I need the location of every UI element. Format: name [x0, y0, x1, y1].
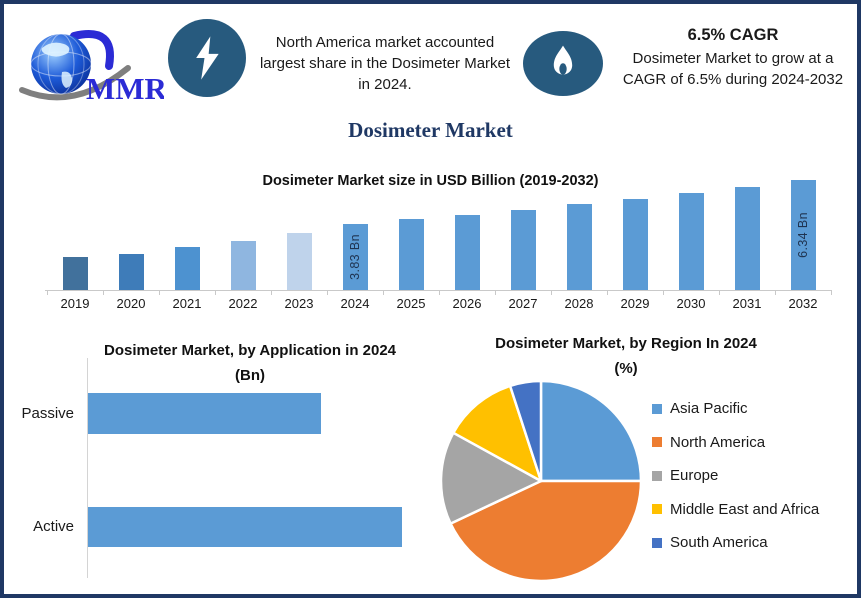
- size-chart-x-axis: [45, 290, 832, 291]
- bar-2029: [622, 199, 648, 290]
- bar-2019: [62, 257, 88, 290]
- pie-slice-middle-east-and-africa: [452, 384, 543, 483]
- size-chart-title: Dosimeter Market size in USD Billion (20…: [262, 173, 599, 189]
- axis-tick: [47, 290, 48, 295]
- region-chart-title: Dosimeter Market, by Region In 2024 (%): [432, 331, 820, 381]
- bar-active: [88, 507, 402, 547]
- year-label: 2032: [788, 296, 818, 311]
- year-label: 2025: [396, 296, 426, 311]
- bar-2023: [286, 233, 312, 290]
- bar-2031: [734, 187, 760, 290]
- region-chart-title-line2: (%): [614, 360, 638, 377]
- axis-tick: [327, 290, 328, 295]
- bar-2027: [510, 210, 536, 290]
- axis-tick: [775, 290, 776, 295]
- bar-2022: [230, 241, 256, 290]
- legend-item: Europe: [652, 465, 819, 486]
- year-label: 2028: [564, 296, 594, 311]
- size-chart-ticks: [4, 290, 857, 296]
- bar-2028: [566, 204, 592, 290]
- pie-slice-north-america: [449, 479, 643, 583]
- year-label: 2029: [620, 296, 650, 311]
- legend-label: South America: [670, 534, 768, 551]
- year-label: 2022: [228, 296, 258, 311]
- legend-label: Asia Pacific: [670, 400, 748, 417]
- legend-item: Middle East and Africa: [652, 499, 819, 520]
- cagr-headline: 6.5% CAGR: [687, 26, 779, 44]
- legend-item: Asia Pacific: [652, 398, 819, 419]
- region-legend: Asia Pacific North America Europe Middle Ea…: [652, 398, 819, 553]
- region-pie-chart: [439, 379, 643, 583]
- axis-tick: [271, 290, 272, 295]
- application-chart-title-line2: (Bn): [235, 367, 265, 384]
- year-label: 2020: [116, 296, 146, 311]
- axis-tick: [831, 290, 832, 295]
- bar-2026: [454, 215, 480, 290]
- year-label: 2024: [340, 296, 370, 311]
- axis-tick: [551, 290, 552, 295]
- pie-slice-south-america: [508, 379, 543, 483]
- pie-slice-europe: [439, 431, 543, 525]
- category-label-passive: Passive: [21, 404, 74, 422]
- axis-tick: [439, 290, 440, 295]
- legend-marker: [652, 403, 662, 414]
- year-label: 2019: [60, 296, 90, 311]
- logo-text: MMR: [86, 71, 164, 104]
- legend-label: Europe: [670, 467, 719, 484]
- axis-tick: [663, 290, 664, 295]
- bar-2021: [174, 247, 200, 290]
- bar-passive: [88, 393, 321, 434]
- bar-value-label: 6.34 Bn: [796, 212, 810, 258]
- bar-2030: [678, 193, 704, 290]
- bar-2025: [398, 219, 424, 290]
- axis-tick: [719, 290, 720, 295]
- legend-label: North America: [670, 433, 766, 451]
- legend-item: South America: [652, 532, 819, 553]
- legend-marker: [652, 470, 662, 481]
- axis-tick: [159, 290, 160, 295]
- year-label: 2023: [284, 296, 314, 311]
- axis-tick: [495, 290, 496, 295]
- lightning-bolt-icon: [168, 19, 246, 97]
- application-chart-axis: [87, 358, 88, 578]
- axis-tick: [383, 290, 384, 295]
- axis-tick: [103, 290, 104, 295]
- region-chart-title-line1: Dosimeter Market, by Region In 2024: [495, 335, 757, 352]
- mmr-logo: MMR: [12, 10, 168, 106]
- bar-value-label: 3.83 Bn: [348, 234, 362, 280]
- axis-tick: [215, 290, 216, 295]
- category-label-active: Active: [33, 518, 74, 535]
- legend-label: Middle East and Africa: [670, 500, 820, 518]
- legend-marker: [652, 504, 662, 514]
- size-chart-year-labels: 2019 2020 2021 2022 2023 2024 2025 2026 2027 2028…: [4, 296, 857, 312]
- bar-2032: 6.34 Bn: [790, 180, 816, 290]
- cagr-note: Dosimeter Market to grow at a CAGR of 6.…: [622, 50, 844, 88]
- year-label: 2027: [508, 296, 538, 311]
- globe-logo-icon: MMR: [19, 30, 168, 106]
- year-label: 2031: [732, 296, 762, 311]
- axis-tick: [607, 290, 608, 295]
- application-chart-title: Dosimeter Market, by Application in 2024…: [30, 338, 470, 388]
- legend-item: North America: [652, 432, 819, 453]
- bar-2024: 3.83 Bn: [342, 224, 368, 290]
- bar-2020: [118, 254, 144, 290]
- year-label: 2021: [172, 296, 202, 311]
- application-chart-title-line1: Dosimeter Market, by Application in 2024: [103, 342, 397, 359]
- header-note: North America market accounted largest s…: [259, 34, 511, 93]
- legend-marker: [652, 437, 662, 447]
- flame-icon: [523, 31, 603, 96]
- pie-slice-asia-pacific: [539, 379, 643, 483]
- year-label: 2026: [452, 296, 482, 311]
- year-label: 2030: [676, 296, 706, 311]
- page-title: Dosimeter Market: [348, 118, 513, 142]
- legend-marker: [652, 537, 662, 548]
- cagr-block: 6.5% CAGR Dosimeter Market to grow at a …: [610, 26, 856, 90]
- size-chart-bars: 3.83 Bn 6.34 Bn: [4, 180, 857, 290]
